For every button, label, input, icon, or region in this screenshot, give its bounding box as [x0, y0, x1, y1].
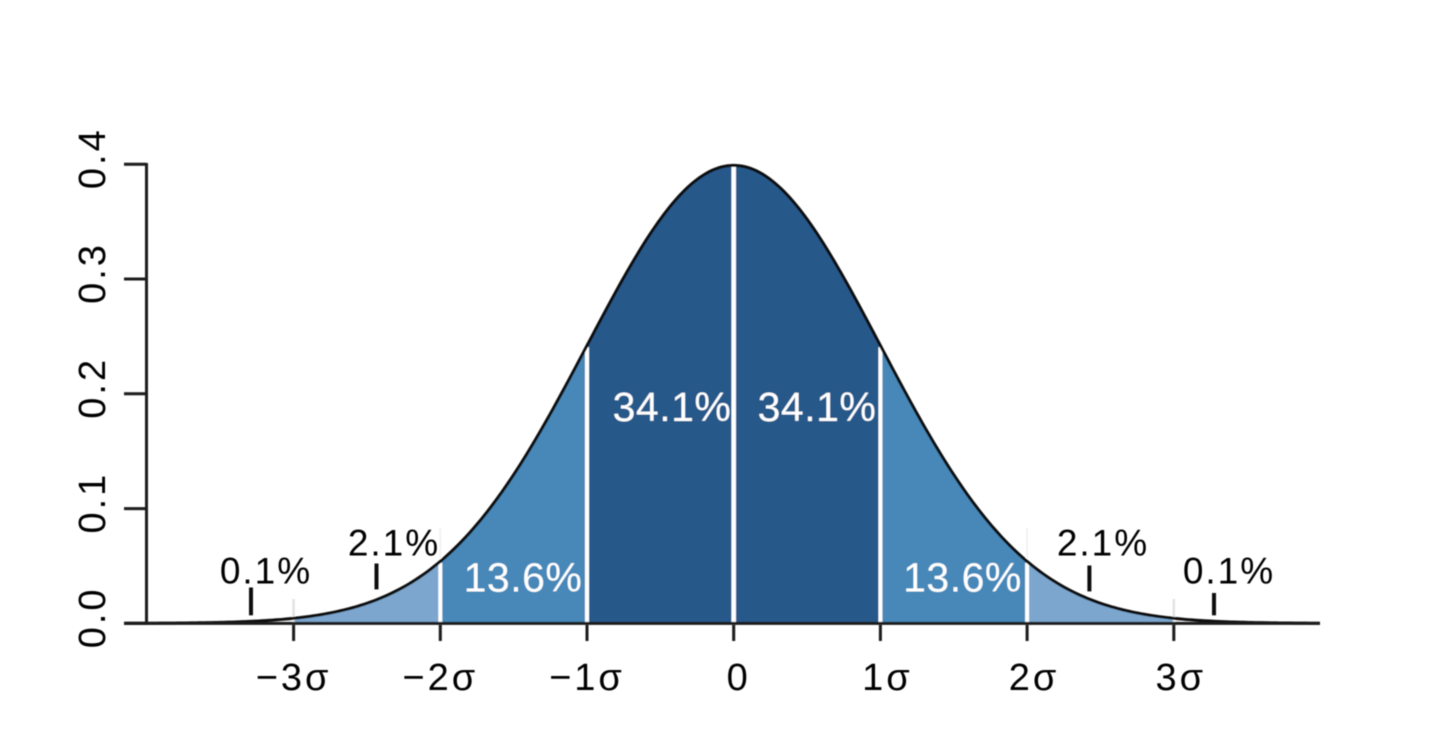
svg-text:0.1%: 0.1% [1183, 551, 1275, 592]
svg-text:−1σ: −1σ [549, 657, 625, 699]
svg-text:34.1%: 34.1% [758, 384, 877, 430]
svg-text:1σ: 1σ [862, 657, 913, 699]
svg-text:2.1%: 2.1% [348, 523, 440, 564]
svg-text:−2σ: −2σ [402, 657, 478, 699]
svg-text:−3σ: −3σ [256, 657, 332, 699]
svg-text:34.1%: 34.1% [613, 384, 732, 430]
svg-text:0.1: 0.1 [72, 472, 114, 534]
svg-text:0: 0 [727, 657, 751, 699]
svg-text:2σ: 2σ [1009, 657, 1060, 699]
svg-text:3σ: 3σ [1156, 657, 1207, 699]
svg-text:0.3: 0.3 [72, 242, 114, 304]
svg-text:13.6%: 13.6% [903, 555, 1022, 601]
svg-text:0.0: 0.0 [72, 586, 114, 648]
svg-text:2.1%: 2.1% [1057, 523, 1149, 564]
svg-text:0.1%: 0.1% [220, 551, 312, 592]
svg-text:0.2: 0.2 [72, 357, 114, 419]
svg-text:0.4: 0.4 [72, 127, 114, 189]
svg-text:13.6%: 13.6% [464, 555, 583, 601]
